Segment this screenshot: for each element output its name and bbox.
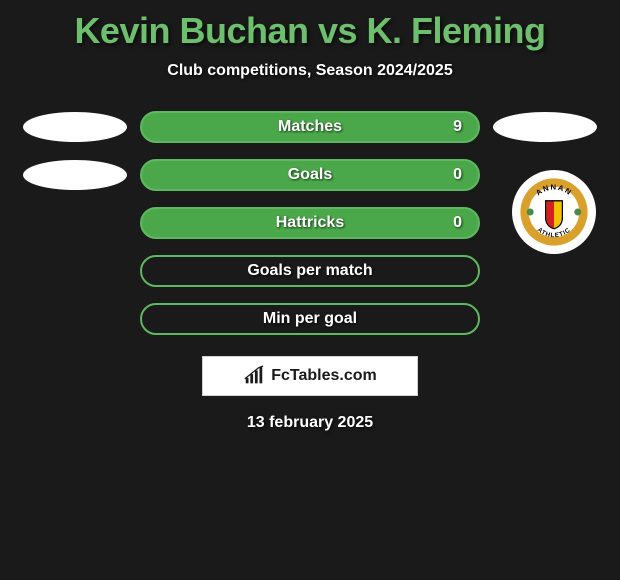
left-player-slot (10, 160, 140, 190)
stat-row: Goals 0 ANNAN ATHLETIC (0, 158, 620, 192)
club-crest-icon: ANNAN ATHLETIC (519, 177, 589, 247)
bar-chart-icon (243, 365, 265, 387)
left-player-slot (10, 112, 140, 142)
stats-grid: Matches 9 Goals 0 A (0, 110, 620, 350)
stat-pill-goals: Goals 0 (140, 159, 480, 191)
stat-row: Matches 9 (0, 110, 620, 144)
player-placeholder-ellipse (493, 112, 597, 142)
stat-pill-min-per-goal: Min per goal (140, 303, 480, 335)
page-title: Kevin Buchan vs K. Fleming (74, 10, 545, 52)
snapshot-date: 13 february 2025 (247, 414, 373, 432)
stat-pill-hattricks: Hattricks 0 (140, 207, 480, 239)
stat-pill-matches: Matches 9 (140, 111, 480, 143)
stat-label: Goals per match (247, 262, 372, 280)
stat-label: Goals (288, 166, 332, 184)
player-placeholder-ellipse (23, 112, 127, 142)
stat-value: 0 (453, 214, 462, 232)
stat-value: 9 (453, 118, 462, 136)
stat-pill-goals-per-match: Goals per match (140, 255, 480, 287)
brand-badge: FcTables.com (202, 356, 418, 396)
club-badge: ANNAN ATHLETIC (512, 170, 596, 254)
stat-label: Min per goal (263, 310, 357, 328)
stat-value: 0 (453, 166, 462, 184)
right-player-slot (480, 112, 610, 142)
subtitle: Club competitions, Season 2024/2025 (167, 62, 452, 80)
brand-text: FcTables.com (271, 367, 377, 385)
stat-row: Goals per match (0, 254, 620, 288)
player-placeholder-ellipse (23, 160, 127, 190)
stat-label: Matches (278, 118, 342, 136)
comparison-infographic: Kevin Buchan vs K. Fleming Club competit… (0, 0, 620, 432)
stat-row: Min per goal (0, 302, 620, 336)
stat-label: Hattricks (276, 214, 344, 232)
